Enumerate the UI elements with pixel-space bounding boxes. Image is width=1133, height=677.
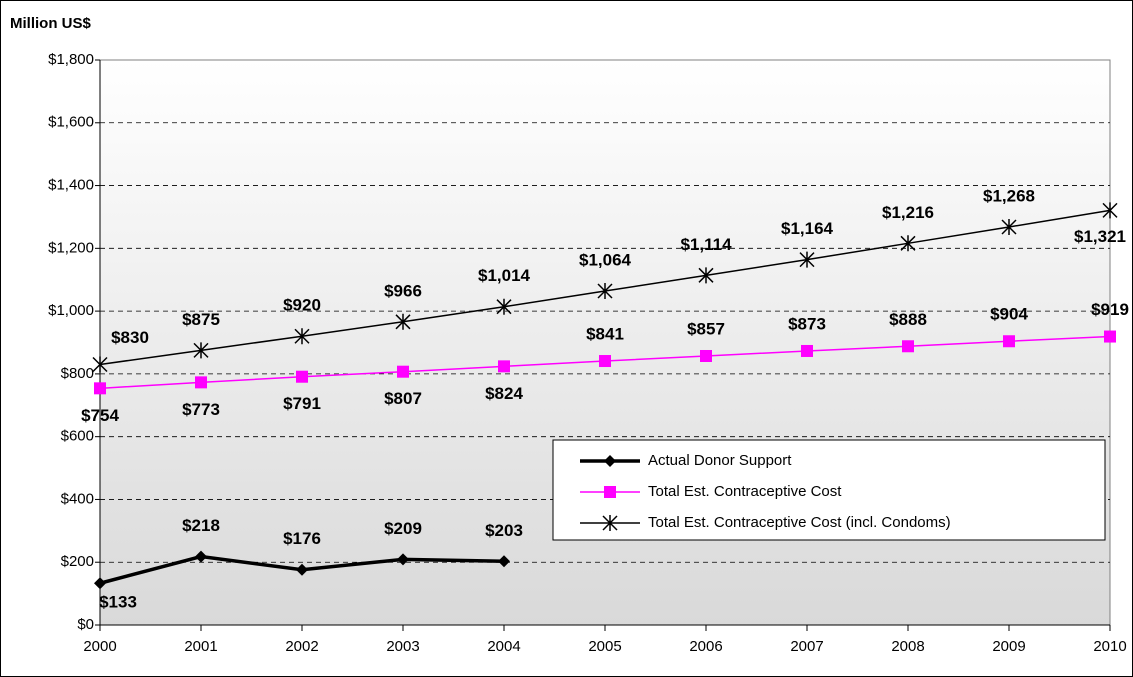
- marker: [296, 370, 308, 383]
- x-tick-label: 2008: [891, 638, 924, 655]
- y-tick-label: $800: [61, 365, 94, 382]
- legend-label: Total Est. Contraceptive Cost: [648, 483, 842, 500]
- marker: [597, 283, 613, 300]
- marker: [498, 555, 510, 568]
- data-label: $919: [1091, 300, 1129, 319]
- y-tick-label: $1,800: [48, 51, 94, 68]
- marker: [496, 298, 512, 315]
- data-label: $133: [99, 593, 137, 612]
- x-tick-label: 2002: [285, 638, 318, 655]
- x-tick-label: 2000: [83, 638, 116, 655]
- marker: [900, 235, 916, 252]
- data-label: $1,014: [478, 266, 531, 285]
- marker: [602, 515, 618, 531]
- x-tick-label: 2006: [689, 638, 722, 655]
- y-tick-label: $1,400: [48, 177, 94, 194]
- marker: [801, 344, 813, 357]
- data-label: $1,064: [579, 251, 632, 270]
- marker: [700, 349, 712, 362]
- marker: [1001, 218, 1017, 235]
- y-tick-label: $200: [61, 553, 94, 570]
- marker: [799, 251, 815, 268]
- x-tick-label: 2005: [588, 638, 621, 655]
- x-tick-label: 2007: [790, 638, 823, 655]
- y-axis-title: Million US$: [10, 15, 91, 32]
- marker: [395, 313, 411, 330]
- marker: [294, 328, 310, 345]
- y-tick-label: $1,200: [48, 239, 94, 256]
- marker: [195, 550, 207, 563]
- legend-label: Total Est. Contraceptive Cost (incl. Con…: [648, 514, 951, 531]
- data-label: $888: [889, 310, 927, 329]
- y-tick-label: $400: [61, 490, 94, 507]
- data-label: $857: [687, 319, 725, 338]
- data-label: $824: [485, 384, 523, 403]
- data-label: $754: [81, 406, 119, 425]
- data-label: $966: [384, 281, 422, 300]
- data-label: $875: [182, 310, 220, 329]
- data-label: $920: [283, 296, 321, 315]
- x-tick-label: 2001: [184, 638, 217, 655]
- x-tick-label: 2009: [992, 638, 1025, 655]
- marker: [397, 553, 409, 566]
- marker: [604, 455, 616, 467]
- marker: [1104, 330, 1116, 343]
- marker: [94, 382, 106, 395]
- data-label: $1,114: [680, 235, 732, 254]
- marker: [599, 355, 611, 368]
- y-tick-label: $1,600: [48, 114, 94, 131]
- data-label: $218: [182, 516, 220, 535]
- data-label: $1,268: [983, 186, 1035, 205]
- marker: [94, 577, 106, 590]
- marker: [92, 356, 108, 373]
- marker: [193, 342, 209, 359]
- marker: [604, 486, 616, 498]
- legend: Actual Donor Support Total Est. Contracep…: [552, 439, 1106, 541]
- x-tick-label: 2004: [487, 638, 520, 655]
- y-tick-label: $0: [77, 616, 94, 633]
- marker: [296, 563, 308, 576]
- legend-box: [552, 439, 1106, 541]
- y-tick-label: $600: [61, 428, 94, 445]
- data-label: $791: [283, 394, 321, 413]
- marker: [902, 340, 914, 353]
- data-label: $1,216: [882, 203, 934, 222]
- marker: [498, 360, 510, 373]
- legend-label: Actual Donor Support: [648, 452, 792, 469]
- data-label: $773: [182, 400, 220, 419]
- marker: [1102, 202, 1118, 219]
- marker: [1003, 335, 1015, 348]
- data-label: $203: [485, 521, 523, 540]
- data-label: $1,164: [781, 219, 834, 238]
- data-label: $1,321: [1074, 227, 1126, 246]
- data-label: $176: [283, 529, 321, 548]
- data-label: $841: [586, 325, 624, 344]
- data-label: $209: [384, 519, 422, 538]
- marker: [698, 267, 714, 284]
- data-label: $830: [111, 328, 149, 347]
- marker: [195, 376, 207, 389]
- x-tick-label: 2010: [1093, 638, 1126, 655]
- x-tick-label: 2003: [386, 638, 419, 655]
- y-tick-label: $1,000: [48, 302, 94, 319]
- data-label: $807: [384, 389, 422, 408]
- marker: [397, 365, 409, 378]
- data-label: $904: [990, 305, 1028, 324]
- data-label: $873: [788, 314, 826, 333]
